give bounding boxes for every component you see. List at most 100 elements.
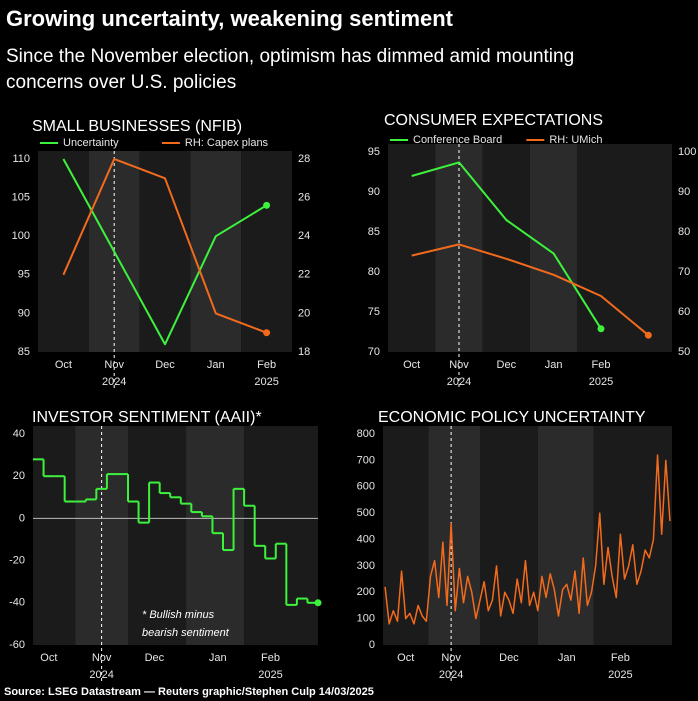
y2-tick-label: 50 [678, 346, 690, 358]
month-column [241, 151, 292, 352]
x-tick-label: Oct [40, 652, 57, 664]
month-column [33, 426, 76, 645]
month-column [593, 426, 672, 645]
legend-label: RH: Capex plans [185, 137, 269, 149]
end-dot [263, 201, 271, 209]
x-tick-label: Jan [209, 652, 227, 664]
y2-tick-label: 90 [678, 186, 690, 198]
y-tick-label: 70 [368, 346, 380, 358]
year-label: 2024 [89, 669, 113, 681]
x-tick-label: Nov [441, 652, 461, 664]
y-tick-label: -20 [9, 555, 25, 567]
annotation: bearish sentiment [142, 627, 230, 639]
y-tick-label: 600 [357, 481, 375, 493]
y-tick-label: 200 [357, 586, 375, 598]
month-column [244, 426, 318, 645]
y2-tick-label: 26 [298, 192, 310, 204]
month-column [577, 144, 672, 352]
month-column [537, 426, 594, 645]
end-dot [597, 325, 605, 333]
legend-label: Conference Board [413, 134, 502, 146]
x-tick-label: Dec [155, 359, 175, 371]
y-tick-label: 85 [18, 346, 30, 358]
x-tick-label: Feb [592, 359, 611, 371]
month-column [428, 426, 481, 645]
y-tick-label: 90 [18, 307, 30, 319]
y-tick-label: 40 [13, 428, 25, 440]
month-column [383, 426, 429, 645]
year-label: 2024 [439, 669, 463, 681]
y-tick-label: 80 [368, 266, 380, 278]
y-tick-label: 75 [368, 306, 380, 318]
year-label: 2025 [589, 376, 613, 388]
y2-tick-label: 80 [678, 226, 690, 238]
y2-tick-label: 100 [678, 146, 696, 158]
year-label: 2025 [608, 669, 632, 681]
year-label: 2025 [254, 376, 278, 388]
panel-title: CONSUMER EXPECTATIONS [384, 112, 603, 129]
y2-tick-label: 60 [678, 306, 690, 318]
year-label: 2025 [258, 669, 282, 681]
y2-tick-label: 28 [298, 153, 310, 165]
x-tick-label: Dec [497, 359, 517, 371]
end-dot [263, 329, 271, 337]
end-dot [314, 599, 322, 607]
x-tick-label: Nov [104, 359, 124, 371]
y-tick-label: 100 [357, 613, 375, 625]
year-label: 2024 [102, 376, 126, 388]
page-title: Growing uncertainty, weakening sentiment [6, 6, 454, 31]
y-tick-label: 90 [368, 186, 380, 198]
end-dot [644, 331, 652, 339]
series-line [62, 158, 268, 346]
y2-tick-label: 18 [298, 346, 310, 358]
legend-label: RH: UMich [549, 134, 602, 146]
y-tick-label: 95 [18, 269, 30, 281]
y-tick-label: 400 [357, 533, 375, 545]
x-tick-label: Jan [207, 359, 225, 371]
y-tick-label: -40 [9, 597, 25, 609]
month-column [482, 144, 530, 352]
legend-label: Uncertainty [63, 137, 119, 149]
x-tick-label: Jan [545, 359, 563, 371]
panel-title: ECONOMIC POLICY UNCERTAINTY [378, 409, 646, 426]
series-line [411, 161, 602, 330]
x-tick-label: Feb [611, 652, 630, 664]
month-column [480, 426, 538, 645]
series-line [411, 243, 649, 336]
x-tick-label: Feb [261, 652, 280, 664]
y2-tick-label: 70 [678, 266, 690, 278]
month-column [388, 144, 436, 352]
y-tick-label: 105 [12, 192, 30, 204]
x-tick-label: Nov [92, 652, 112, 664]
page-subtitle: Since the November election, optimism ha… [6, 46, 575, 93]
charts: SMALL BUSINESSES (NFIB) 85 90 95 100 105 110 18… [9, 112, 696, 681]
series-line [62, 158, 267, 334]
y-tick-label: 300 [357, 560, 375, 572]
x-tick-label: Oct [403, 359, 420, 371]
y2-tick-label: 24 [298, 230, 310, 242]
x-tick-label: Feb [257, 359, 276, 371]
y2-tick-label: 22 [298, 269, 310, 281]
y-tick-label: 20 [13, 470, 25, 482]
y-tick-label: 100 [12, 230, 30, 242]
y-tick-label: 500 [357, 507, 375, 519]
month-column [530, 144, 578, 352]
x-tick-label: Oct [397, 652, 414, 664]
panel-title: INVESTOR SENTIMENT (AAII)* [32, 409, 262, 426]
source-note: Source: LSEG Datastream — Reuters graphi… [4, 686, 374, 698]
month-column [190, 151, 242, 352]
annotation: * Bullish minus [142, 609, 215, 621]
x-tick-label: Nov [449, 359, 469, 371]
x-tick-label: Dec [499, 652, 519, 664]
x-tick-label: Dec [145, 652, 165, 664]
month-column [139, 151, 191, 352]
y-tick-label: 85 [368, 226, 380, 238]
month-column [38, 151, 89, 352]
y-tick-label: 800 [357, 428, 375, 440]
y-tick-label: 0 [369, 639, 375, 651]
y-tick-label: 0 [19, 512, 25, 524]
y-tick-label: -60 [9, 639, 25, 651]
y-tick-label: 700 [357, 454, 375, 466]
y2-tick-label: 20 [298, 307, 310, 319]
